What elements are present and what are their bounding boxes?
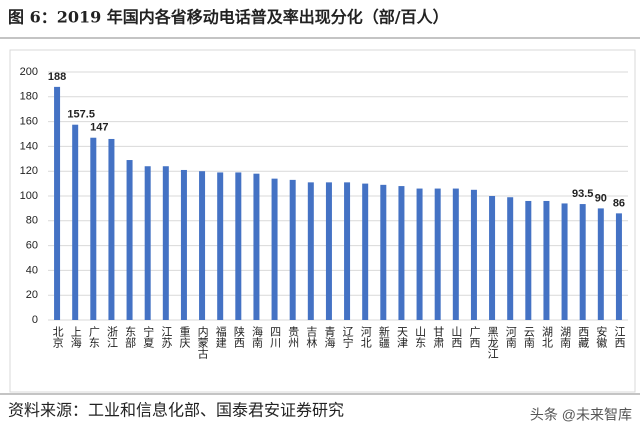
- bar: [615, 213, 622, 320]
- x-tick-label: 贵州: [287, 326, 300, 348]
- bar: [470, 189, 477, 320]
- x-tick-label: 吉林: [305, 326, 318, 348]
- bar: [489, 196, 496, 320]
- y-tick-label: 60: [26, 240, 38, 252]
- x-tick-label: 浙江: [105, 326, 118, 348]
- x-tick-label: 陕西: [232, 325, 245, 348]
- value-label: 90: [595, 192, 607, 204]
- x-tick-label: 青海: [323, 326, 336, 349]
- x-tick-label: 北京: [51, 326, 64, 349]
- x-tick-label: 福建: [214, 325, 227, 349]
- bar: [380, 184, 387, 320]
- x-tick-label: 广西: [468, 326, 481, 348]
- x-tick-label: 西藏: [577, 326, 590, 349]
- bar: [217, 172, 224, 320]
- bar: [416, 188, 423, 320]
- y-tick-label: 0: [32, 314, 38, 326]
- x-tick-label: 甘肃: [432, 326, 445, 349]
- x-tick-label: 湖南: [559, 326, 572, 348]
- x-tick-label: 黑龙江: [486, 326, 499, 359]
- x-tick-label: 江西: [613, 326, 626, 348]
- bar: [434, 188, 441, 320]
- bar: [162, 166, 169, 320]
- y-tick-label: 140: [20, 140, 38, 152]
- bar: [362, 183, 369, 320]
- bar: [180, 169, 187, 320]
- y-tick-label: 100: [20, 190, 38, 202]
- value-label: 93.5: [572, 188, 593, 200]
- bar: [90, 137, 97, 320]
- bar: [54, 86, 61, 320]
- bar: [72, 124, 79, 320]
- x-tick-label: 内蒙古: [196, 325, 209, 359]
- y-tick-label: 160: [20, 116, 38, 128]
- x-tick-label: 东部: [124, 326, 137, 348]
- bar: [108, 138, 115, 320]
- bar: [199, 171, 206, 320]
- bar: [597, 208, 604, 320]
- bar: [325, 182, 332, 320]
- bar: [307, 182, 314, 320]
- value-label: 188: [48, 71, 66, 83]
- value-label: 86: [613, 197, 625, 209]
- x-tick-label: 宁夏: [142, 325, 155, 348]
- x-tick-label: 海南: [250, 325, 263, 348]
- bar: [579, 204, 586, 320]
- bar: [452, 188, 459, 320]
- bar: [126, 160, 133, 320]
- x-tick-label: 山西: [450, 326, 463, 348]
- bar: [253, 173, 260, 320]
- y-tick-label: 40: [26, 264, 38, 276]
- bar: [507, 197, 514, 320]
- y-tick-label: 20: [26, 289, 38, 301]
- bar: [144, 166, 151, 320]
- source: 资料来源：工业和信息化部、国泰君安证券研究: [8, 401, 344, 420]
- bar: [561, 203, 568, 320]
- value-label: 147: [90, 122, 108, 134]
- bar: [235, 172, 242, 320]
- bar: [271, 178, 278, 320]
- x-tick-label: 重庆: [178, 325, 191, 349]
- y-tick-label: 120: [20, 165, 38, 177]
- x-tick-label: 河北: [359, 326, 372, 348]
- x-tick-label: 四川: [269, 326, 282, 348]
- x-tick-label: 辽宁: [341, 326, 354, 348]
- chart-title: 图 6：2019 年国内各省移动电话普及率出现分化（部/百人）: [8, 8, 449, 27]
- x-tick-label: 云南: [522, 326, 535, 348]
- x-tick-label: 安徽: [595, 325, 608, 349]
- x-tick-label: 天津: [395, 326, 408, 348]
- x-tick-label: 广东: [87, 326, 100, 348]
- y-tick-label: 180: [20, 91, 38, 103]
- x-tick-label: 湖北: [540, 326, 553, 348]
- x-tick-label: 山东: [414, 326, 427, 348]
- y-tick-label: 200: [20, 66, 38, 78]
- bar: [289, 179, 296, 320]
- x-tick-label: 上海: [69, 326, 82, 349]
- bar: [525, 200, 532, 320]
- x-tick-label: 江苏: [160, 326, 173, 349]
- chart-frame: [9, 49, 636, 393]
- value-label: 157.5: [67, 109, 95, 121]
- bar: [543, 200, 550, 320]
- bar: [398, 186, 405, 320]
- x-tick-label: 河南: [504, 326, 517, 348]
- x-tick-label: 新疆: [377, 325, 390, 348]
- y-tick-label: 80: [26, 215, 38, 227]
- watermark: 头条 @未来智库: [530, 407, 632, 423]
- bar: [344, 182, 351, 320]
